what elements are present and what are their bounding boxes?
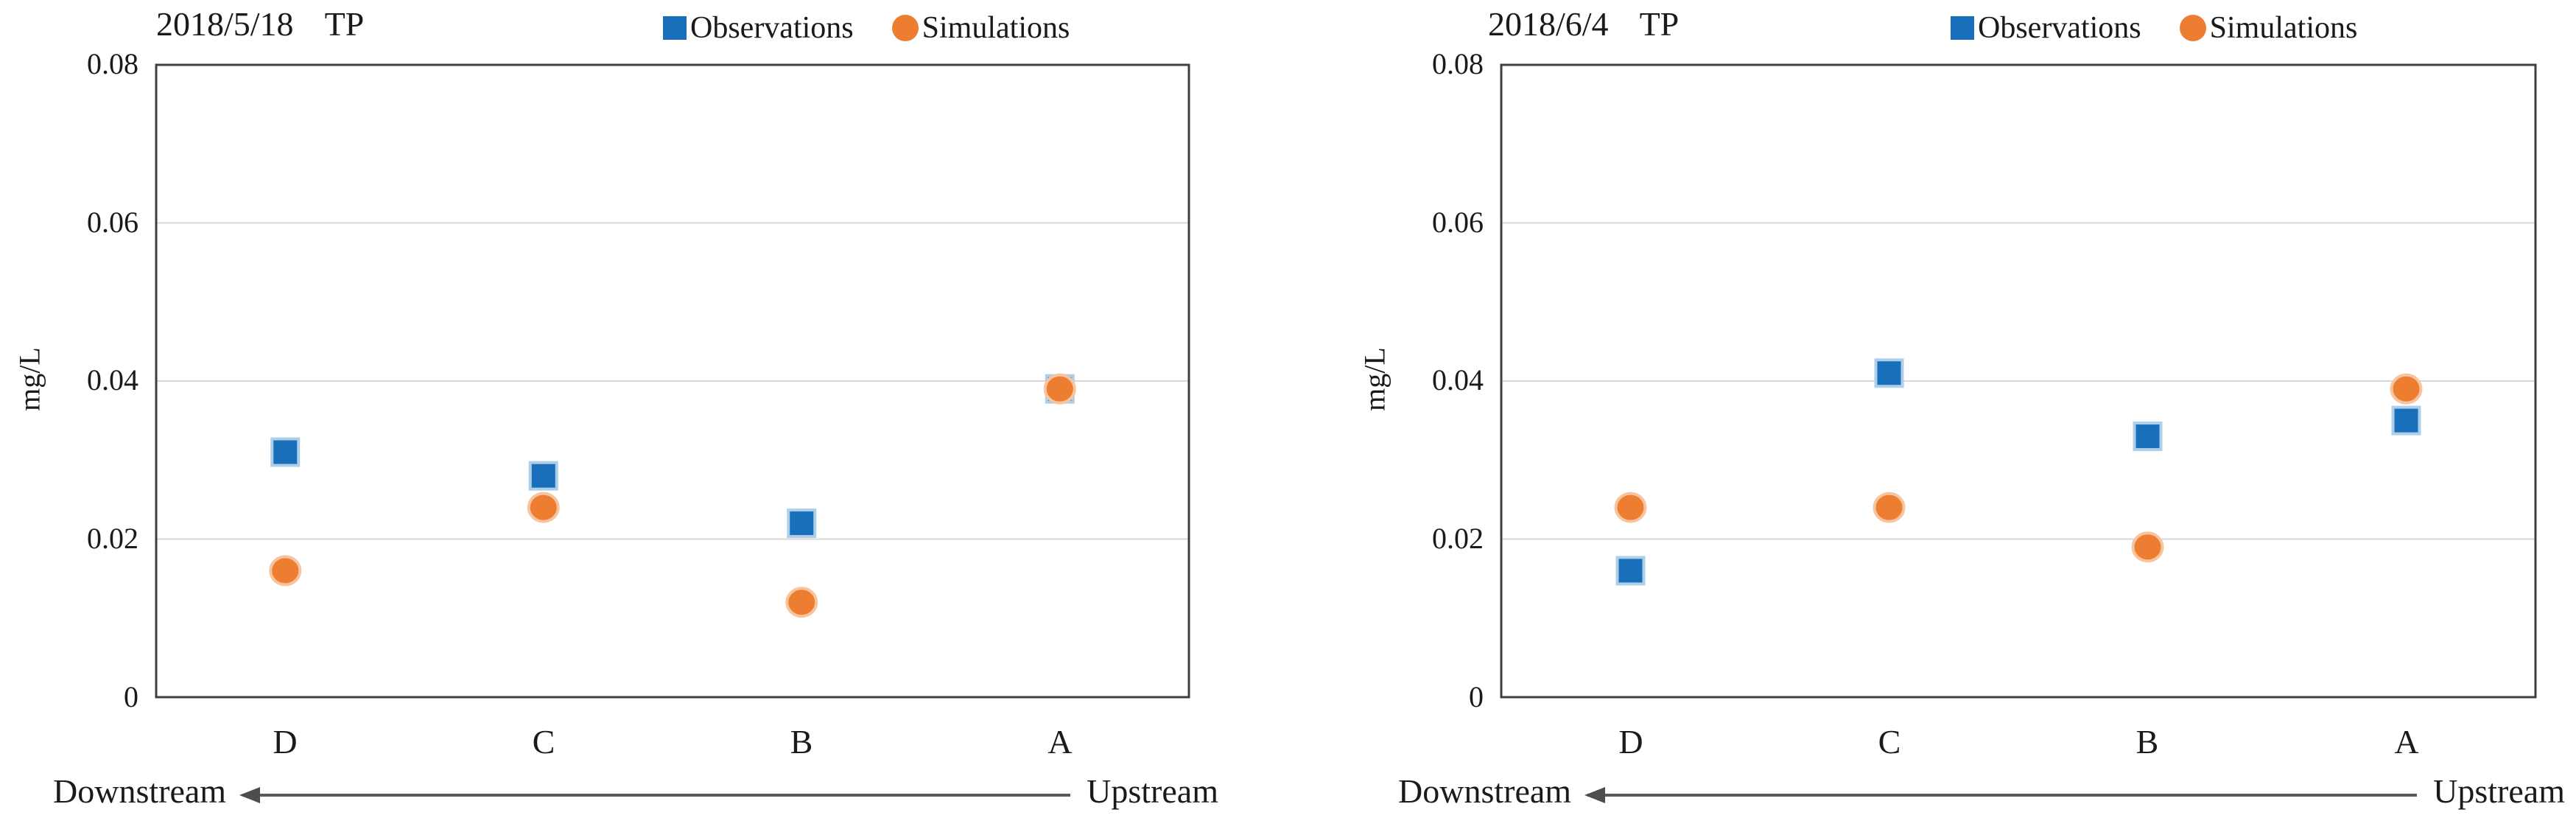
simulations-circle-icon <box>891 15 919 41</box>
left-arrow-icon <box>1584 787 2418 803</box>
x-tick-label-C: C <box>532 723 555 761</box>
legend: Observations Simulations <box>663 10 1070 46</box>
observation-point <box>2391 405 2421 436</box>
legend: Observations Simulations <box>1951 10 2357 46</box>
x-tick-label-D: D <box>1618 723 1643 761</box>
simulation-point <box>2390 373 2423 405</box>
y-tick-label: 0.08 <box>1432 47 1484 80</box>
plot-frame <box>155 63 1190 699</box>
flow-direction-footer: Downstream Upstream <box>53 768 1218 814</box>
chart-title-date: 2018/5/18 <box>156 5 294 43</box>
chart-title: 2018/5/18 TP <box>156 4 364 43</box>
observation-point <box>1615 556 1646 586</box>
observation-point <box>1874 358 1904 388</box>
simulation-point <box>785 587 818 618</box>
downstream-label: Downstream <box>53 772 227 810</box>
observation-point <box>528 461 558 491</box>
x-tick-label-D: D <box>273 723 298 761</box>
simulation-point <box>1043 373 1076 405</box>
y-tick-label: 0 <box>124 680 138 713</box>
y-tick-label: 0.04 <box>1432 363 1484 396</box>
legend-label-observations: Observations <box>690 11 854 45</box>
simulation-point <box>2131 531 2164 563</box>
legend-label-simulations: Simulations <box>922 11 1070 45</box>
simulations-circle-icon <box>2179 15 2206 41</box>
simulation-point <box>527 492 560 523</box>
y-tick-label: 0.02 <box>87 522 138 555</box>
plot-area-svg <box>155 63 1190 699</box>
simulation-point <box>1614 492 1647 523</box>
chart-panel-2018-6-4: 2018/6/4 TP Observations Simulations mg/L… <box>1288 0 2575 818</box>
legend-item-simulations: Simulations <box>891 10 1070 46</box>
legend-item-observations: Observations <box>663 10 854 46</box>
downstream-label: Downstream <box>1398 772 1572 810</box>
upstream-label: Upstream <box>2433 772 2565 810</box>
plot-area-svg <box>1500 63 2537 699</box>
y-tick-label: 0.06 <box>1432 206 1484 239</box>
upstream-label: Upstream <box>1087 772 1218 810</box>
y-tick-label: 0.04 <box>87 363 138 396</box>
chart-title-metric: TP <box>1639 5 1680 43</box>
flow-direction-footer: Downstream Upstream <box>1398 768 2565 814</box>
x-tick-label-A: A <box>2394 723 2419 761</box>
y-tick-label: 0.06 <box>87 206 138 239</box>
y-tick-label: 0.08 <box>87 47 138 80</box>
observations-square-icon <box>663 16 687 40</box>
x-tick-label-A: A <box>1047 723 1073 761</box>
legend-item-observations: Observations <box>1951 10 2141 46</box>
chart-title-date: 2018/6/4 <box>1488 5 1609 43</box>
plot-frame <box>1500 63 2537 699</box>
legend-label-observations: Observations <box>1978 11 2141 45</box>
y-tick-label: 0.02 <box>1432 522 1484 555</box>
chart-title-metric: TP <box>324 5 365 43</box>
observations-square-icon <box>1951 16 1974 40</box>
chart-title: 2018/6/4 TP <box>1488 4 1679 43</box>
observation-point <box>2133 422 2163 452</box>
simulation-point <box>1873 492 1906 523</box>
x-tick-label-C: C <box>1878 723 1901 761</box>
left-arrow-icon <box>239 787 1071 803</box>
observation-point <box>270 437 301 467</box>
y-tick-label: 0 <box>1469 680 1484 713</box>
x-tick-label-B: B <box>2135 723 2159 761</box>
legend-item-simulations: Simulations <box>2179 10 2358 46</box>
observation-point <box>787 508 817 539</box>
simulation-point <box>269 555 302 587</box>
legend-label-simulations: Simulations <box>2209 11 2358 45</box>
chart-panel-2018-5-18: 2018/5/18 TP Observations Simulations mg/… <box>13 4 1219 814</box>
x-tick-label-B: B <box>790 723 813 761</box>
